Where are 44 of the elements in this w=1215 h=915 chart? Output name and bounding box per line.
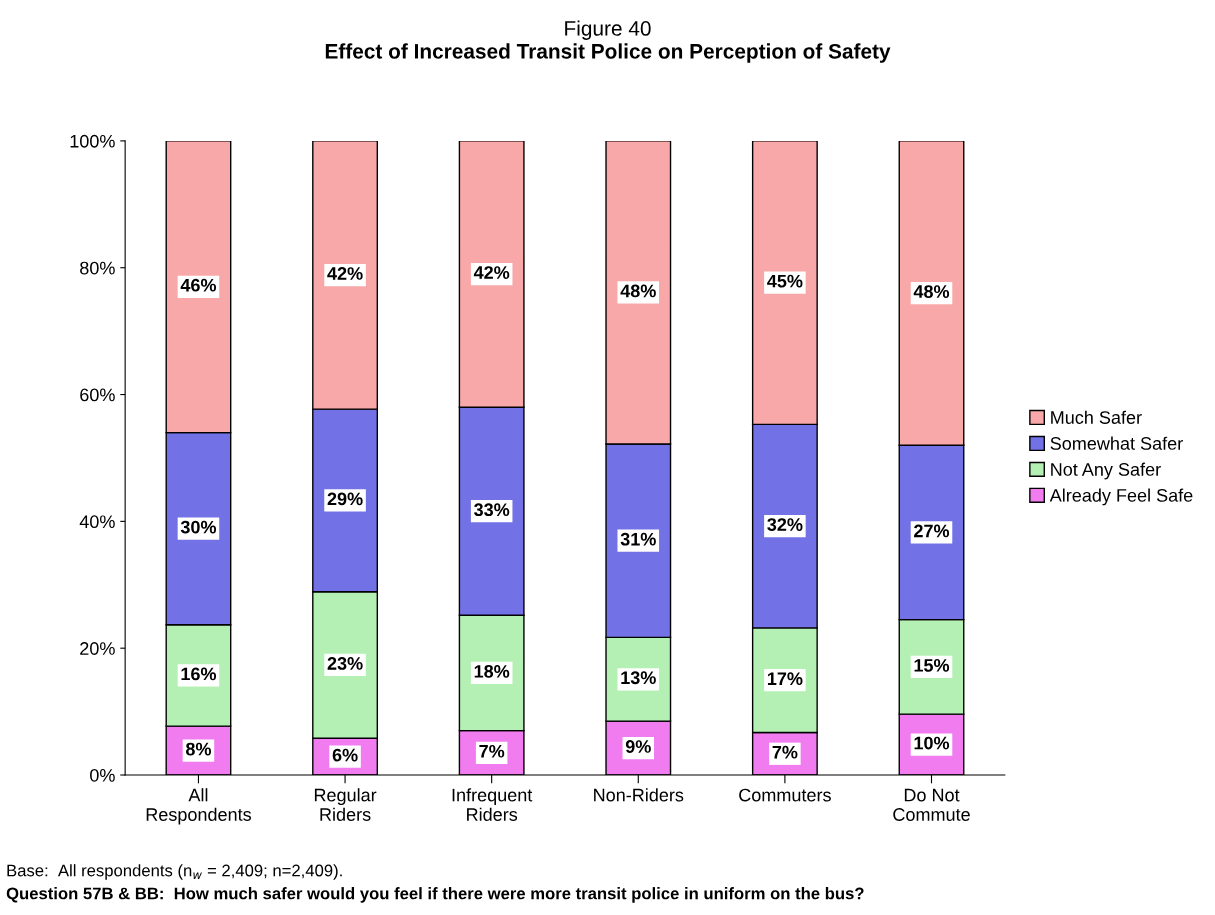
text: Base: All respondents (n$_{w}$ = 2,409; n=2,409). <box>7 864 342 880</box>
data-label: 6% <box>332 748 358 762</box>
data-label: 33% <box>474 503 510 517</box>
data-label: 29% <box>327 492 363 506</box>
x-tick-label: All Respondents <box>146 788 251 825</box>
data-label: 13% <box>621 671 656 685</box>
data-label: 27% <box>914 524 950 538</box>
legend-label: Somewhat Safer <box>1050 436 1183 450</box>
y-tick-label: 20% <box>80 642 115 655</box>
data-label: 48% <box>913 285 950 298</box>
data-label: 45% <box>767 274 803 288</box>
data-label: 15% <box>914 659 950 672</box>
x-tick-label: Non-Riders <box>594 788 684 802</box>
x-tick-label: Commuters <box>739 788 831 802</box>
data-label: 9% <box>625 740 651 753</box>
data-label: 23% <box>327 657 363 670</box>
data-label: 30% <box>180 520 217 534</box>
y-tick-label: 0% <box>90 768 115 782</box>
data-label: 42% <box>327 267 363 280</box>
legend-label: Already Feel Safe <box>1049 488 1193 506</box>
data-label: 7% <box>479 744 505 758</box>
x-tick-label: Infrequent Riders <box>452 788 533 821</box>
y-tick-label: 100% <box>70 134 115 148</box>
data-label: 10% <box>914 736 950 750</box>
data-label: 31% <box>620 532 656 546</box>
data-label: 18% <box>474 664 510 678</box>
data-label: 42% <box>473 266 510 279</box>
y-tick-label: 60% <box>80 388 115 402</box>
data-label: 8% <box>185 742 212 756</box>
x-tick-label: Do Not Commute <box>893 788 970 821</box>
data-label: 46% <box>180 278 217 292</box>
y-tick-label: 40% <box>79 515 115 529</box>
legend-label: Not Any Safer <box>1051 462 1161 480</box>
chart-title: Figure 40 <box>565 20 651 40</box>
legend-label: Much Safer <box>1051 410 1142 424</box>
data-label: 7% <box>772 745 798 759</box>
data-label: 48% <box>620 284 656 298</box>
data-label: 16% <box>181 667 217 681</box>
data-label: 17% <box>767 672 803 686</box>
data-label: 32% <box>767 518 803 531</box>
y-tick-label: 80% <box>80 261 115 275</box>
x-tick-label: Regular Riders <box>314 788 377 821</box>
text: Question 57B & BB: How much safer would you feel if there were more transit police in uniform on the bus? <box>6 887 864 903</box>
chart-subtitle: Effect of Increased Transit Police on Perception of Safety <box>325 43 891 63</box>
